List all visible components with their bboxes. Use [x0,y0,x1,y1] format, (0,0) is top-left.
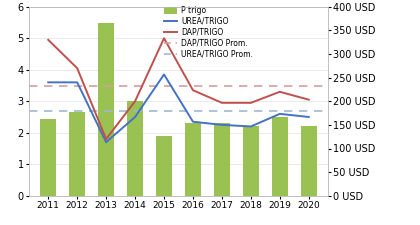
Legend: P trigo, UREA/TRIGO, DAP/TRIGO, DAP/TRIGO Prom., UREA/TRIGO Prom.: P trigo, UREA/TRIGO, DAP/TRIGO, DAP/TRIG… [160,3,256,62]
Bar [156,136,172,196]
Bar [301,126,317,196]
Bar [243,126,259,196]
Bar [69,112,85,196]
Bar [272,117,288,196]
Bar [40,119,56,196]
Bar [214,123,230,196]
Bar [98,22,114,196]
Bar [185,123,201,196]
Bar [127,101,143,196]
